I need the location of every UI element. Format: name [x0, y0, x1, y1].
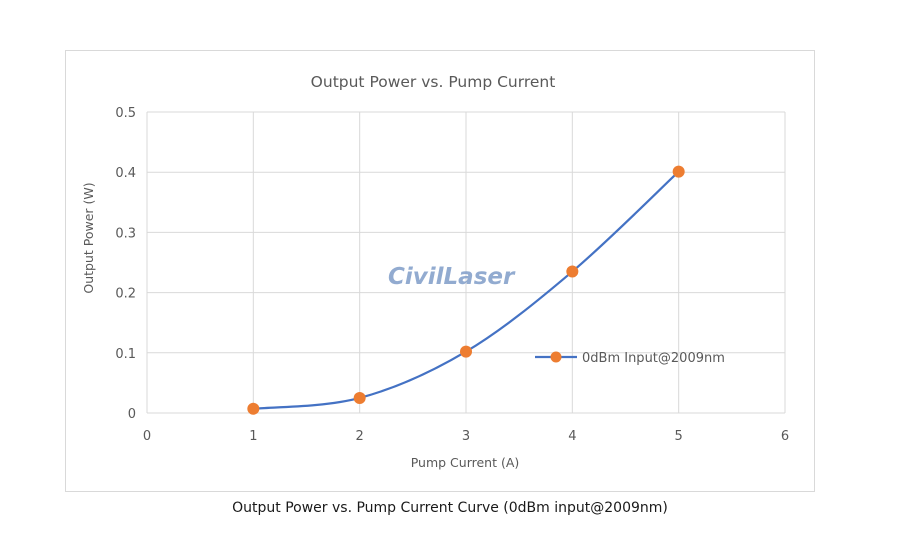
x-tick-label: 6	[781, 429, 789, 444]
chart-title: Output Power vs. Pump Current	[311, 73, 556, 91]
y-axis-label: Output Power (W)	[81, 182, 96, 293]
data-point-marker	[353, 391, 366, 404]
x-tick-label: 3	[462, 429, 470, 444]
y-tick-label: 0.1	[115, 347, 136, 362]
x-axis-label: Pump Current (A)	[411, 455, 520, 470]
chart-frame: Output Power vs. Pump Current 0 0.1 0.2 0.3…	[65, 50, 815, 492]
data-point-marker	[566, 265, 579, 278]
y-tick-label: 0.4	[115, 166, 136, 181]
data-point-marker	[247, 402, 260, 415]
civillaser-watermark-logo: CivilLaser	[388, 264, 516, 290]
y-tick-label: 0	[128, 407, 136, 422]
x-tick-label: 2	[356, 429, 364, 444]
x-tick-label: 4	[568, 429, 576, 444]
tick-labels: 0 0.1 0.2 0.3 0.4 0.5 0 1 2 3 4 5 6	[115, 106, 789, 444]
legend-label: 0dBm Input@2009nm	[582, 351, 725, 366]
data-point-marker	[460, 345, 472, 358]
figure-caption: Output Power vs. Pump Current Curve (0dB…	[232, 500, 668, 516]
x-tick-label: 5	[675, 429, 683, 444]
x-tick-label: 1	[249, 429, 257, 444]
y-tick-label: 0.5	[115, 106, 136, 121]
legend-marker-swatch	[550, 351, 562, 363]
series-layer	[247, 165, 685, 415]
gridlines	[146, 111, 786, 414]
x-tick-label: 0	[143, 429, 151, 444]
legend: 0dBm Input@2009nm	[535, 351, 725, 366]
y-tick-label: 0.2	[115, 287, 136, 302]
y-tick-label: 0.3	[115, 226, 136, 241]
line-chart: Output Power vs. Pump Current 0 0.1 0.2 0.3…	[81, 73, 789, 470]
data-point-marker	[672, 165, 685, 178]
